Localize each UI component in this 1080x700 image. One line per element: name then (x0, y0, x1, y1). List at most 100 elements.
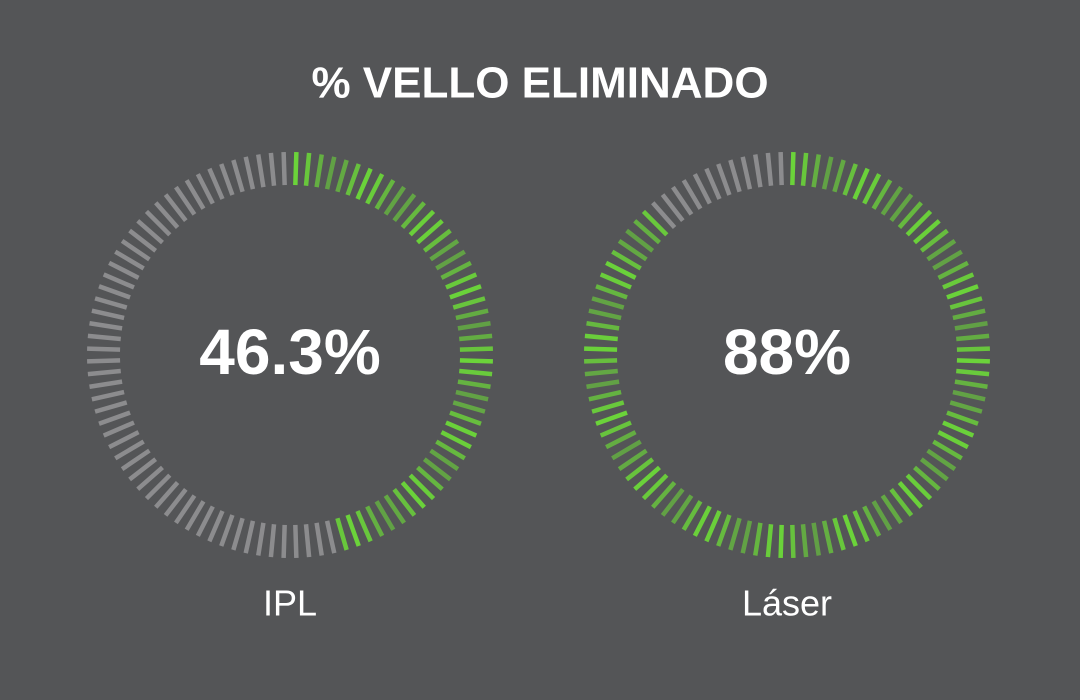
gauge-tick (91, 389, 125, 402)
gauge-tick-filled (591, 296, 625, 310)
gauge-tick-filled (400, 201, 426, 229)
gauge-tick-filled (392, 193, 417, 223)
gauge-fill (293, 152, 493, 551)
gauge-tick-filled (459, 368, 493, 377)
gauge-tick-filled (956, 358, 990, 364)
gauge-tick-filled (293, 152, 299, 186)
gauge-tick (108, 260, 140, 280)
gauge-tick-filled (800, 152, 809, 186)
gauge-tick-filled (459, 333, 493, 342)
gauge-tick (268, 524, 277, 558)
gauge-tick-filled (919, 457, 949, 482)
gauge-tick-filled (408, 209, 436, 237)
gauge-value: 46.3% (199, 316, 380, 388)
gauge-tick-filled (416, 465, 444, 491)
gauge-tick (293, 524, 299, 558)
gauge-tick-filled (913, 465, 941, 491)
gauge-tick-filled (832, 159, 846, 193)
title: % VELLO ELIMINADO (311, 59, 768, 108)
gauge-tick-filled (416, 219, 444, 245)
gauge-tick-filled (952, 389, 986, 402)
gauge-tick-filled (765, 524, 774, 558)
gauge-tick-filled (374, 179, 396, 210)
gauge-tick-filled (778, 524, 784, 558)
gauge-tick-filled (946, 284, 979, 300)
gauge-tick-filled (952, 308, 986, 321)
gauge-tick-filled (457, 379, 491, 389)
gauge-track (651, 152, 784, 229)
gauge-tick (94, 296, 128, 310)
gauge-tick-filled (919, 228, 949, 253)
gauge-tick-filled (605, 430, 637, 450)
gauge-tick-filled (429, 448, 460, 471)
gauge-tick-filled (599, 420, 632, 438)
gauge-tick-filled (681, 500, 703, 531)
gauge-tick (704, 167, 722, 200)
gauge-tick-filled (852, 510, 870, 543)
gauge-tick (195, 505, 215, 537)
gauge-tick (174, 185, 197, 216)
gauge-tick-filled (591, 400, 625, 414)
gauge-tick-filled (897, 481, 923, 509)
gauge-tick-filled (821, 520, 834, 554)
gauge-tick-filled (355, 510, 373, 543)
gauge-tick-filled (335, 517, 349, 551)
gauge-track (87, 152, 337, 558)
gauge-tick-filled (641, 473, 669, 501)
gauge-tick-filled (335, 159, 349, 193)
gauge-tick-filled (383, 494, 406, 525)
gauge-tick (243, 520, 256, 554)
gauge-tick-filled (641, 209, 669, 237)
gauge-tick (281, 152, 287, 186)
gauge-tick (314, 522, 324, 556)
gauge-tick (98, 284, 131, 300)
gauge-tick-filled (429, 239, 460, 262)
gauge-tick (120, 239, 151, 262)
gauge-tick (778, 152, 784, 186)
gauge-tick-filled (445, 420, 478, 438)
gauge-tick (108, 430, 140, 450)
gauge-tick (87, 358, 121, 364)
gauge-tick-filled (392, 487, 417, 517)
gauge-tick (184, 500, 206, 531)
gauge-tick (163, 193, 188, 223)
gauge-tick-filled (949, 296, 983, 310)
gauge-tick (281, 524, 287, 558)
gauge-tick-filled (383, 185, 406, 216)
gauge-tick-filled (584, 368, 618, 377)
gauge-tick-filled (880, 185, 903, 216)
gauge-tick (89, 321, 123, 331)
gauge-tick-filled (932, 439, 963, 461)
gauge-tick-filled (956, 346, 990, 352)
gauge-tick (207, 510, 225, 543)
gauge-tick-filled (633, 219, 661, 245)
gauge-tick (154, 481, 180, 509)
gauge-tick-filled (651, 481, 677, 509)
gauge-tick-filled (457, 321, 491, 331)
gauge-tick-filled (611, 249, 642, 271)
gauge-tick-filled (595, 284, 628, 300)
gauge-tick-filled (852, 167, 870, 200)
gauge-tick-filled (452, 400, 486, 414)
gauge-tick-filled (365, 505, 385, 537)
gauge-tick-filled (728, 517, 742, 551)
gauge-tick (740, 156, 753, 190)
gauge-tick-filled (821, 156, 834, 190)
gauge-tick (207, 167, 225, 200)
gauge-tick-filled (595, 410, 628, 426)
gauge-label: Láser (742, 583, 832, 624)
gauge-tick-filled (660, 487, 685, 517)
gauge-tick (303, 524, 312, 558)
gauge-tick-filled (956, 368, 990, 377)
gauge-tick-filled (913, 219, 941, 245)
gauge-tick-filled (811, 522, 821, 556)
gauge-tick (174, 494, 197, 525)
gauge-tick (89, 379, 123, 389)
gauge-tick-filled (926, 448, 957, 471)
gauge-tick-filled (345, 514, 361, 547)
gauge-tick-filled (303, 152, 312, 186)
gauge-tick-filled (871, 500, 893, 531)
gauge-tick (728, 159, 742, 193)
